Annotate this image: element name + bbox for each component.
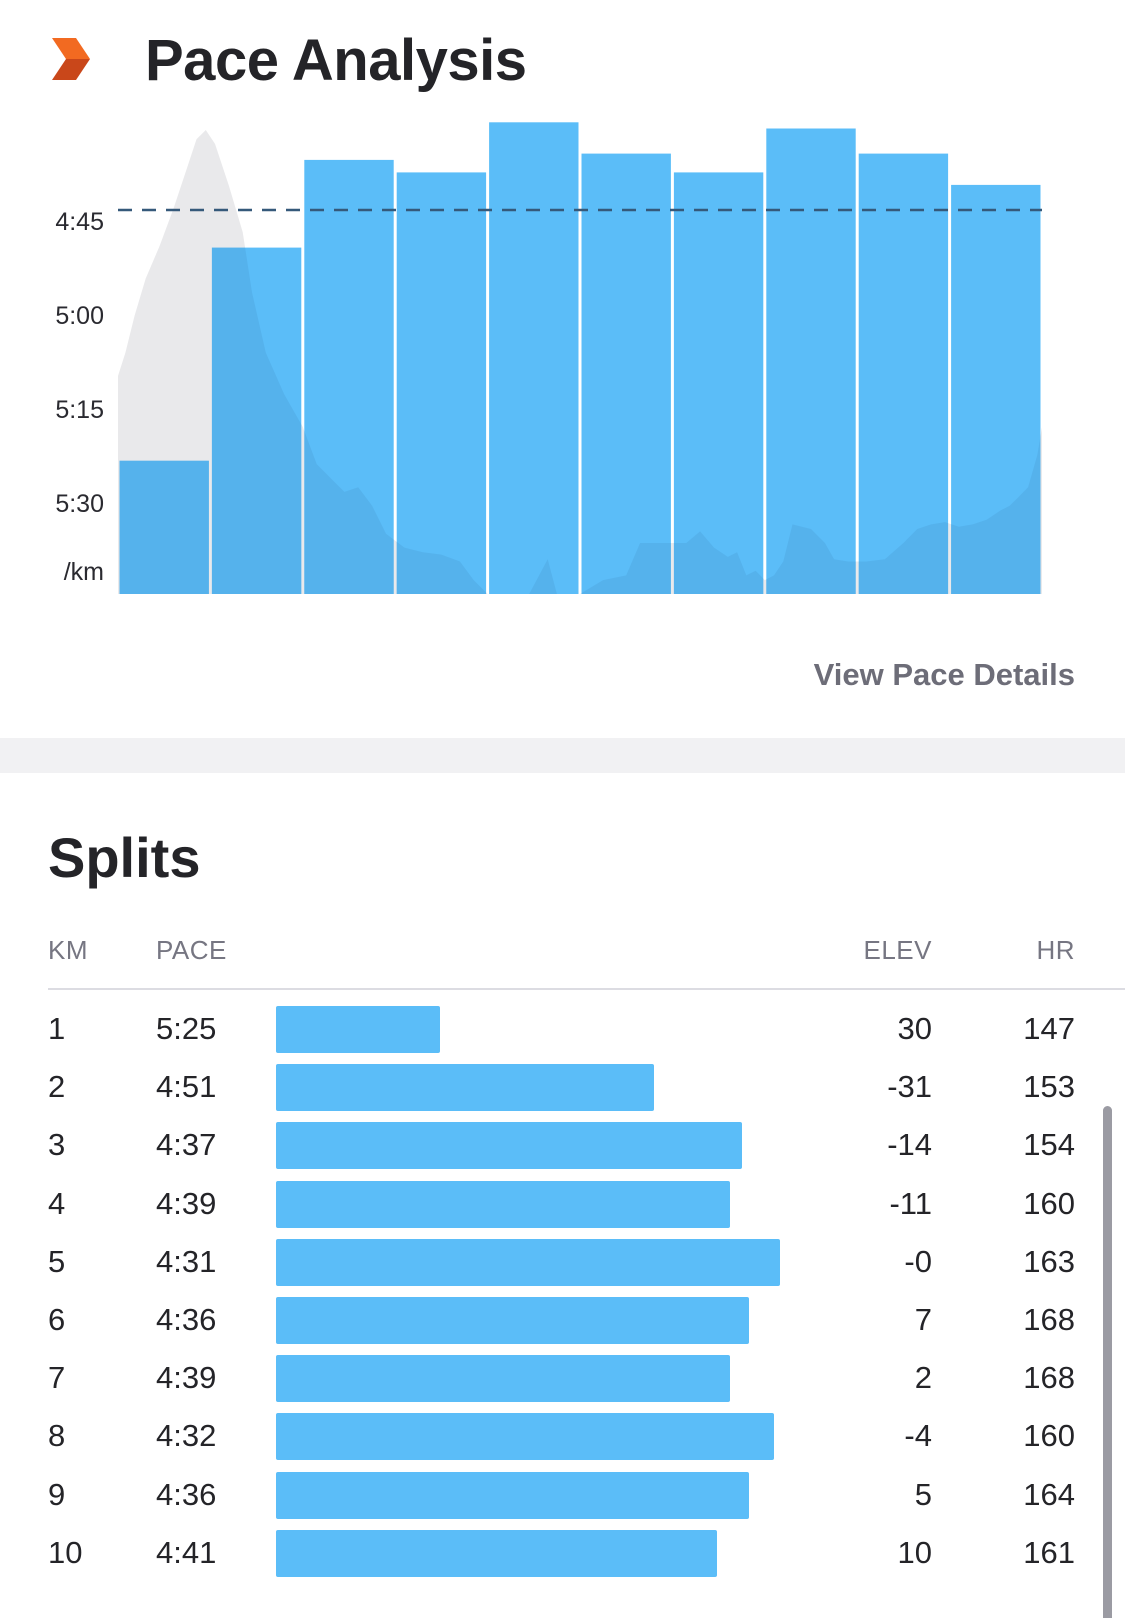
pace-bar[interactable] bbox=[858, 153, 949, 594]
y-tick-label: 5:30 bbox=[55, 490, 104, 518]
split-km: 2 bbox=[48, 1069, 66, 1105]
pace-bar[interactable] bbox=[673, 172, 764, 594]
section-divider bbox=[0, 738, 1125, 773]
split-pace: 4:36 bbox=[156, 1302, 217, 1337]
split-pace: 4:37 bbox=[156, 1127, 217, 1163]
split-row[interactable]: 6 4:36 7 168 bbox=[0, 1290, 1125, 1350]
split-km: 3 bbox=[48, 1127, 66, 1163]
split-km: 7 bbox=[48, 1360, 66, 1396]
split-pace-bar bbox=[276, 1064, 655, 1112]
split-pace: 4:32 bbox=[156, 1418, 217, 1454]
split-pace: 4:51 bbox=[156, 1069, 217, 1105]
split-elev: -31 bbox=[887, 1069, 932, 1105]
split-elev: 7 bbox=[914, 1302, 932, 1337]
split-pace: 4:36 bbox=[156, 1476, 217, 1512]
split-elev: -0 bbox=[904, 1243, 932, 1279]
elevation-area bbox=[118, 130, 1042, 594]
split-row[interactable]: 10 4:41 10 161 bbox=[0, 1523, 1125, 1583]
split-hr: 160 bbox=[1023, 1185, 1075, 1221]
split-pace-bar bbox=[276, 1238, 781, 1286]
elevation-profile bbox=[118, 130, 1042, 594]
split-hr: 153 bbox=[1023, 1069, 1075, 1105]
y-tick-label: 5:00 bbox=[55, 302, 104, 330]
split-hr: 147 bbox=[1023, 1011, 1075, 1046]
split-row[interactable]: 7 4:39 2 168 bbox=[0, 1348, 1125, 1408]
split-row[interactable]: 9 4:36 5 164 bbox=[0, 1465, 1125, 1525]
split-hr: 168 bbox=[1023, 1302, 1075, 1337]
split-pace-bar bbox=[276, 1180, 730, 1228]
scrollbar[interactable] bbox=[1103, 1106, 1112, 1618]
y-axis-unit-label: /km bbox=[64, 558, 104, 586]
split-row[interactable]: 8 4:32 -4 160 bbox=[0, 1406, 1125, 1466]
split-km: 10 bbox=[48, 1534, 83, 1570]
split-row[interactable]: 1 5:25 30 147 bbox=[0, 999, 1125, 1059]
y-tick-label: 5:15 bbox=[55, 396, 104, 424]
pace-bar[interactable] bbox=[396, 172, 487, 594]
split-hr: 154 bbox=[1023, 1127, 1075, 1163]
pace-analysis-card: Pace Analysis 4:45 5:00 5:15 5:30 /km View … bbox=[0, 0, 1125, 738]
split-km: 8 bbox=[48, 1418, 66, 1454]
split-row[interactable]: 5 4:31 -0 163 bbox=[0, 1232, 1125, 1292]
pace-bar[interactable] bbox=[581, 153, 671, 594]
page-title: Pace Analysis bbox=[145, 28, 527, 93]
view-pace-details-link[interactable]: View Pace Details bbox=[813, 657, 1075, 692]
split-km: 9 bbox=[48, 1476, 66, 1512]
split-hr: 163 bbox=[1023, 1243, 1075, 1279]
y-tick-label: 4:45 bbox=[55, 208, 104, 236]
column-header-elev: ELEV bbox=[863, 935, 932, 965]
split-pace-bar bbox=[276, 1529, 718, 1577]
pace-bar[interactable] bbox=[211, 247, 302, 594]
split-hr: 164 bbox=[1023, 1476, 1075, 1512]
split-row[interactable]: 2 4:51 -31 153 bbox=[0, 1057, 1125, 1117]
split-hr: 168 bbox=[1023, 1360, 1075, 1396]
strava-chevron-icon[interactable] bbox=[52, 38, 92, 82]
split-km: 5 bbox=[48, 1243, 66, 1279]
split-pace-bar bbox=[276, 1471, 749, 1519]
split-row[interactable]: 3 4:37 -14 154 bbox=[0, 1115, 1125, 1175]
table-divider bbox=[48, 988, 1125, 990]
splits-card: Splits KM PACE ELEV HR 1 5:25 30 147 2 4:51 -3… bbox=[0, 773, 1125, 1618]
split-pace: 4:39 bbox=[156, 1185, 217, 1221]
pace-bars bbox=[119, 122, 1041, 595]
split-km: 1 bbox=[48, 1011, 66, 1046]
split-pace-bar bbox=[276, 1006, 440, 1053]
split-km: 4 bbox=[48, 1185, 66, 1221]
split-row[interactable]: 4 4:39 -11 160 bbox=[0, 1174, 1125, 1234]
split-hr: 160 bbox=[1023, 1418, 1075, 1454]
split-pace-bar bbox=[276, 1122, 743, 1170]
column-header-km: KM bbox=[48, 935, 88, 965]
split-elev: -14 bbox=[887, 1127, 932, 1163]
split-elev: -4 bbox=[904, 1418, 932, 1454]
split-pace-bar bbox=[276, 1355, 730, 1403]
split-elev: -11 bbox=[889, 1185, 932, 1221]
column-header-pace: PACE bbox=[156, 935, 227, 965]
pace-bar[interactable] bbox=[304, 159, 394, 594]
pace-chart: 4:45 5:00 5:15 5:30 /km bbox=[55, 122, 1042, 595]
split-hr: 161 bbox=[1023, 1534, 1075, 1570]
split-pace: 5:25 bbox=[156, 1011, 217, 1046]
split-pace: 4:41 bbox=[156, 1534, 217, 1570]
pace-bar[interactable] bbox=[119, 460, 209, 594]
pace-bar[interactable] bbox=[489, 122, 579, 595]
split-pace: 4:39 bbox=[156, 1360, 217, 1396]
split-pace-bar bbox=[276, 1413, 774, 1461]
y-axis-ticks: 4:45 5:00 5:15 5:30 bbox=[55, 208, 104, 518]
pace-bar[interactable] bbox=[951, 184, 1041, 594]
split-pace: 4:31 bbox=[156, 1243, 217, 1279]
split-elev: 30 bbox=[897, 1011, 932, 1046]
split-pace-bar bbox=[276, 1297, 749, 1344]
pace-analysis-header: Pace Analysis bbox=[0, 0, 1125, 125]
splits-title: Splits bbox=[48, 826, 201, 889]
column-header-hr: HR bbox=[1036, 935, 1075, 965]
split-elev: 10 bbox=[897, 1534, 932, 1570]
split-elev: 5 bbox=[914, 1476, 932, 1512]
pace-bar[interactable] bbox=[766, 128, 856, 595]
split-elev: 2 bbox=[914, 1360, 932, 1396]
split-km: 6 bbox=[48, 1302, 66, 1337]
